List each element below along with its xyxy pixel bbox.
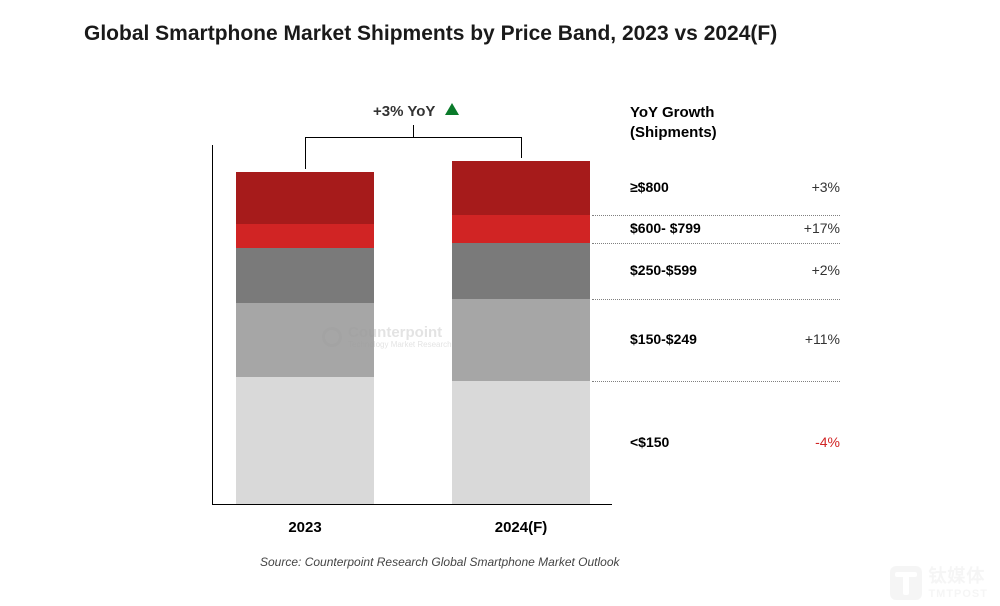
page: Global Smartphone Market Shipments by Pr… — [0, 0, 1000, 606]
x-axis — [212, 504, 612, 505]
legend-divider — [592, 381, 840, 382]
legend-value: -4% — [815, 434, 840, 450]
legend-title: YoY Growth(Shipments) — [630, 103, 717, 144]
y-axis — [212, 145, 213, 505]
watermark-brand: Counterpoint — [348, 325, 452, 341]
x-label-2024f: 2024(F) — [452, 519, 590, 536]
yoy-callout: +3% YoY — [373, 103, 459, 120]
counterpoint-watermark: Counterpoint Technology Market Research — [322, 325, 452, 349]
counterpoint-ring-icon — [322, 327, 342, 347]
segment-250_599 — [236, 248, 374, 303]
legend-band-label: $250-$599 — [630, 262, 697, 278]
segment-gte800 — [452, 161, 590, 215]
segment-gte800 — [236, 172, 374, 224]
segment-600_799 — [452, 215, 590, 243]
segment-lt150 — [236, 377, 374, 505]
segment-600_799 — [236, 224, 374, 248]
x-label-2023: 2023 — [236, 519, 374, 536]
legend-value: +2% — [812, 262, 840, 278]
segment-150_249 — [452, 299, 590, 381]
tmtpost-watermark: 钛媒体 TMTPOST — [890, 562, 988, 600]
legend-band-label: ≥$800 — [630, 179, 669, 195]
legend-row: <$150 -4% — [630, 434, 840, 450]
tmtpost-en: TMTPOST — [928, 588, 988, 600]
source-text: Source: Counterpoint Research Global Sma… — [260, 555, 620, 569]
legend-band-label: $600- $799 — [630, 220, 701, 236]
up-triangle-icon — [445, 103, 459, 115]
legend-row: $250-$599 +2% — [630, 262, 840, 278]
legend-divider — [592, 299, 840, 300]
watermark-sub: Technology Market Research — [348, 341, 452, 349]
bar-2024f — [452, 161, 590, 505]
segment-250_599 — [452, 243, 590, 299]
legend-row: $150-$249 +11% — [630, 331, 840, 347]
legend-band-label: $150-$249 — [630, 331, 697, 347]
chart-title: Global Smartphone Market Shipments by Pr… — [84, 22, 777, 46]
tmtpost-t-icon — [890, 566, 922, 600]
segment-lt150 — [452, 381, 590, 505]
legend-value: +3% — [812, 179, 840, 195]
legend-divider — [592, 215, 840, 216]
yoy-callout-text: +3% YoY — [373, 103, 435, 120]
legend-band-label: <$150 — [630, 434, 669, 450]
legend-value: +17% — [804, 220, 840, 236]
legend-divider — [592, 243, 840, 244]
tmtpost-zh: 钛媒体 — [928, 562, 985, 588]
legend-row: ≥$800 +3% — [630, 179, 840, 195]
legend-value: +11% — [805, 331, 840, 347]
legend-row: $600- $799 +17% — [630, 220, 840, 236]
